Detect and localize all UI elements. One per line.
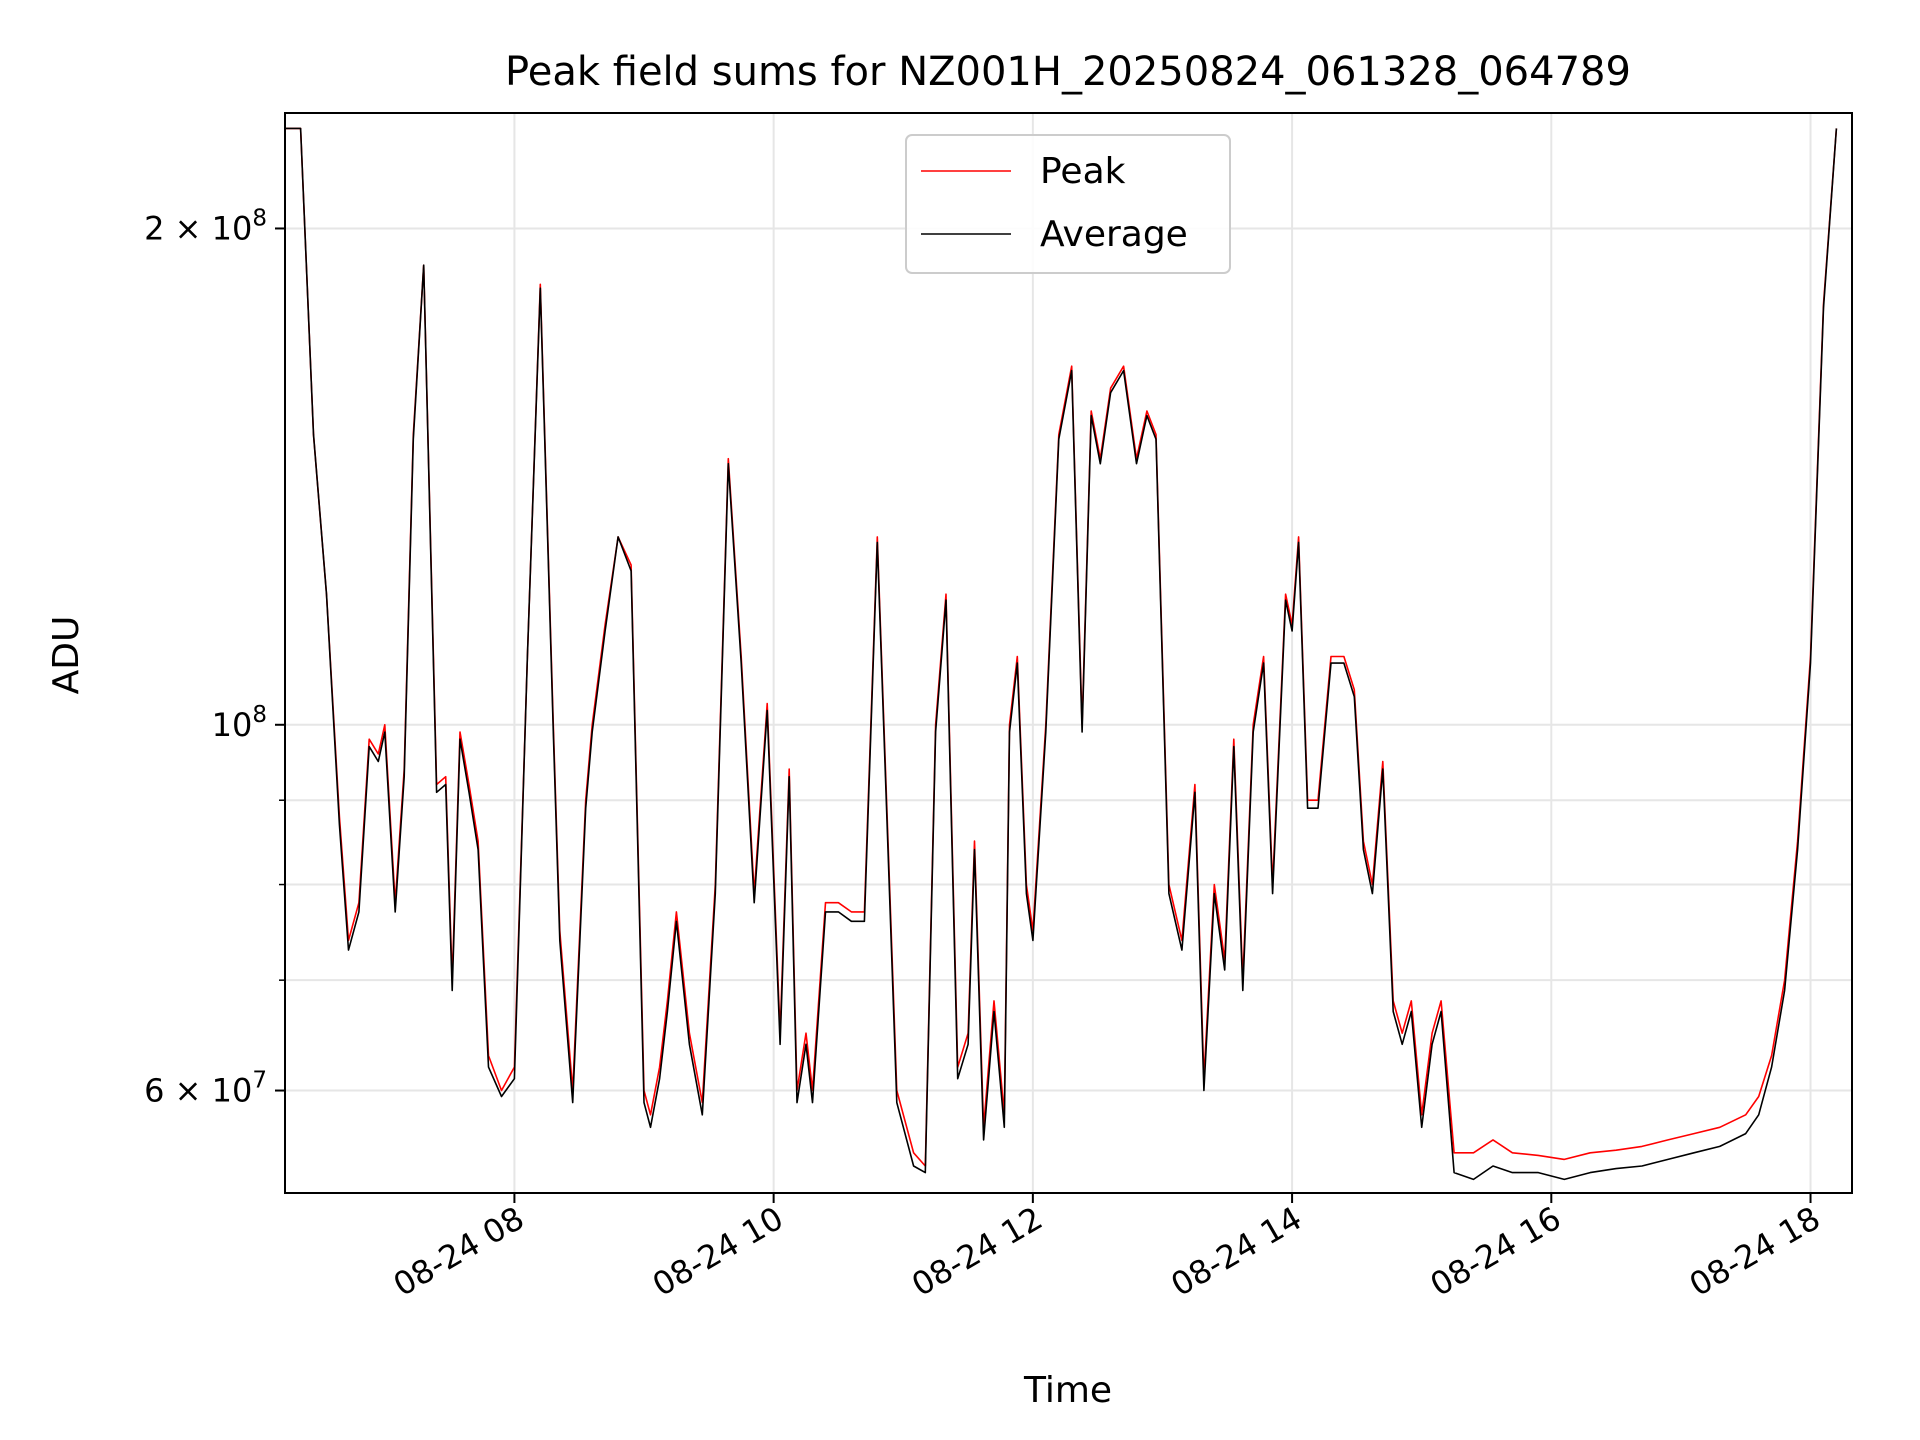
y-tick-label: 108: [212, 702, 267, 744]
y-axis-ticks: 6 × 107 108 2 × 108: [144, 205, 285, 1110]
plot-series: [285, 127, 1838, 1181]
plot-frame: [284, 112, 1853, 1194]
series-line-average: [285, 127, 1838, 1181]
legend-label-peak: Peak: [1040, 151, 1126, 192]
x-axis-label: Time: [1023, 1370, 1112, 1411]
y-tick-label: 6 × 107: [144, 1068, 267, 1110]
series-line-peak: [285, 127, 1838, 1167]
y-tick-label: 2 × 108: [144, 205, 267, 247]
grid-lines: [285, 113, 1852, 1193]
chart-title: Peak field sums for NZ001H_20250824_0613…: [505, 49, 1631, 95]
y-axis-label: ADU: [46, 616, 87, 695]
legend-label-average: Average: [1040, 214, 1188, 255]
legend-box: [905, 134, 1231, 274]
legend: Peak Average: [905, 134, 1231, 274]
